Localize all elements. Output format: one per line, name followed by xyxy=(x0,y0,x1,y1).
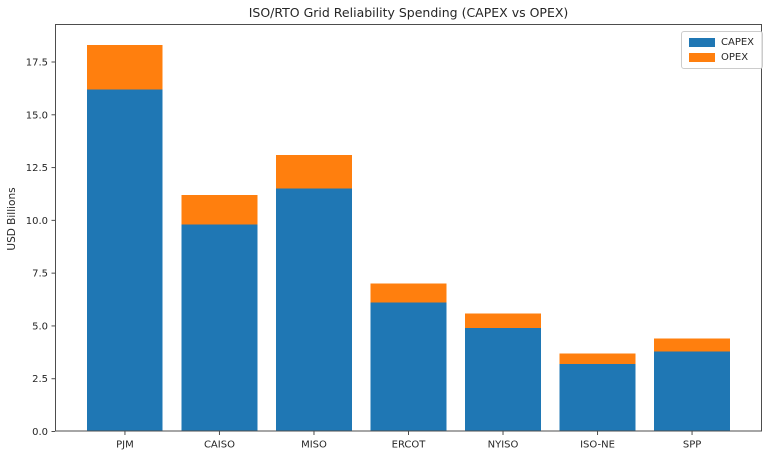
y-tick-label: 17.5 xyxy=(26,58,48,69)
y-tick-label: 15.0 xyxy=(26,110,48,121)
x-tick-label-caiso: CAISO xyxy=(204,440,235,451)
bar-caiso-capex xyxy=(181,224,258,432)
legend-entry-capex: CAPEX xyxy=(689,37,754,48)
x-tick-label-pjm: PJM xyxy=(116,440,134,451)
legend-label: CAPEX xyxy=(721,37,755,48)
bar-ercot-opex xyxy=(370,283,447,303)
legend-swatch-opex xyxy=(689,53,715,62)
y-tick-label: 10.0 xyxy=(26,216,48,227)
x-tick-label-iso-ne: ISO-NE xyxy=(580,440,615,451)
y-tick-label: 2.5 xyxy=(32,374,48,385)
bar-pjm-capex xyxy=(87,89,163,432)
y-tick-label: 7.5 xyxy=(32,269,48,280)
bar-iso-ne-opex xyxy=(559,353,636,364)
bar-nyiso-capex xyxy=(465,328,541,432)
y-tick-label: 12.5 xyxy=(26,163,48,174)
bar-miso-opex xyxy=(276,154,352,189)
legend: CAPEX OPEX xyxy=(681,31,764,69)
y-tick-label: 5.0 xyxy=(32,321,48,332)
bar-miso-capex xyxy=(276,188,352,432)
legend-swatch-capex xyxy=(689,38,715,47)
x-tick-label-miso: MISO xyxy=(301,440,327,451)
bar-nyiso-opex xyxy=(465,313,541,329)
x-tick-label-nyiso: NYISO xyxy=(488,440,519,451)
chart-title: ISO/RTO Grid Reliability Spending (CAPEX… xyxy=(248,5,569,20)
bar-pjm-opex xyxy=(87,45,163,90)
x-tick-label-ercot: ERCOT xyxy=(392,440,427,451)
bar-iso-ne-capex xyxy=(559,363,636,432)
legend-label: OPEX xyxy=(721,52,749,63)
y-axis-label: USD Billions xyxy=(6,187,18,251)
bar-caiso-opex xyxy=(181,195,258,225)
y-tick-label: 0.0 xyxy=(32,427,48,438)
x-tick-label-spp: SPP xyxy=(683,440,701,451)
bar-ercot-capex xyxy=(370,302,447,432)
bar-spp-opex xyxy=(654,338,730,352)
bar-spp-capex xyxy=(654,351,730,432)
legend-entry-opex: OPEX xyxy=(689,52,754,63)
axes-spines xyxy=(55,24,762,432)
